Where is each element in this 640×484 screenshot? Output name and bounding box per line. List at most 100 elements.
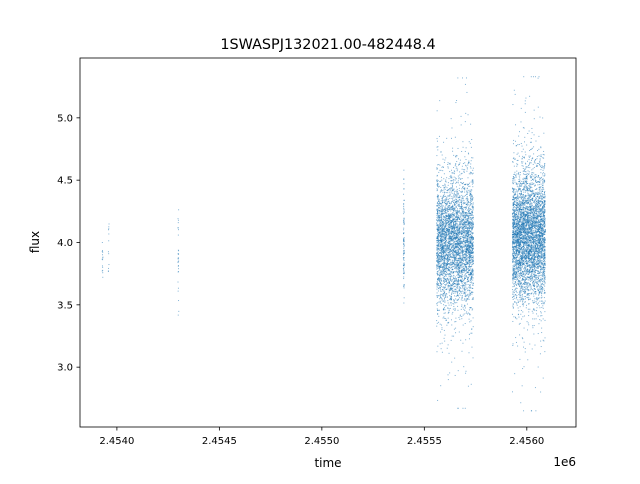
data-point (438, 321, 440, 323)
data-point (402, 258, 404, 260)
data-point (518, 281, 520, 283)
data-point (469, 251, 471, 253)
data-point (472, 182, 474, 184)
data-point (439, 202, 441, 204)
data-point (467, 152, 469, 154)
data-point (442, 301, 444, 303)
data-point (447, 206, 449, 208)
data-point (454, 288, 456, 290)
data-point (446, 250, 448, 252)
data-point (451, 257, 453, 259)
data-point (448, 285, 450, 287)
data-point (448, 246, 450, 248)
data-point (521, 221, 523, 223)
data-point (444, 221, 446, 223)
data-point (445, 294, 447, 296)
data-point (523, 327, 525, 329)
data-point (460, 250, 462, 252)
data-point (512, 216, 514, 218)
data-point (466, 91, 468, 93)
data-point (513, 285, 515, 287)
data-point (470, 274, 472, 276)
data-point (450, 253, 452, 255)
data-point (469, 294, 471, 296)
data-point (442, 222, 444, 224)
data-point (440, 233, 442, 235)
data-point (444, 206, 446, 208)
data-point (459, 255, 461, 257)
data-point (522, 243, 524, 245)
data-point (469, 215, 471, 217)
data-point (465, 183, 467, 185)
data-point (444, 223, 446, 225)
data-point (467, 199, 469, 201)
data-point (403, 239, 405, 241)
data-point (447, 374, 449, 376)
data-point (463, 291, 465, 293)
data-point (461, 203, 463, 205)
data-point (526, 235, 528, 237)
data-point (440, 248, 442, 250)
data-point (452, 272, 454, 274)
data-point (469, 171, 471, 173)
data-point (461, 247, 463, 249)
data-point (448, 292, 450, 294)
data-point (439, 295, 441, 297)
data-point (403, 243, 405, 245)
data-point (470, 173, 472, 175)
data-point (449, 255, 451, 257)
data-point (440, 254, 442, 256)
data-point (520, 281, 522, 283)
data-point (442, 256, 444, 258)
data-point (446, 215, 448, 217)
data-point (470, 211, 472, 213)
data-point (470, 123, 472, 125)
data-point (459, 174, 461, 176)
data-point (459, 253, 461, 255)
data-point (463, 282, 465, 284)
data-point (465, 164, 467, 166)
data-point (438, 233, 440, 235)
data-point (444, 184, 446, 186)
data-point (457, 201, 459, 203)
data-point (443, 227, 445, 229)
data-point (459, 314, 461, 316)
data-point (443, 276, 445, 278)
data-point (454, 261, 456, 263)
data-point (449, 256, 451, 258)
data-point (465, 370, 467, 372)
data-point (442, 208, 444, 210)
data-point (453, 218, 455, 220)
data-point (177, 257, 179, 259)
data-point (437, 274, 439, 276)
data-point (468, 244, 470, 246)
data-point (451, 188, 453, 190)
data-point (528, 227, 530, 229)
data-point (464, 241, 466, 243)
data-point (468, 210, 470, 212)
data-point (449, 240, 451, 242)
data-point (471, 229, 473, 231)
data-point (443, 259, 445, 261)
data-point (453, 220, 455, 222)
data-point (466, 247, 468, 249)
data-point (438, 249, 440, 251)
data-point (440, 297, 442, 299)
data-point (455, 257, 457, 259)
data-point (459, 294, 461, 296)
data-point (465, 291, 467, 293)
data-point (438, 279, 440, 281)
data-point (529, 235, 531, 237)
data-point (440, 190, 442, 192)
data-point (451, 221, 453, 223)
data-point (403, 204, 405, 206)
data-point (453, 237, 455, 239)
data-point (472, 241, 474, 243)
data-point (469, 290, 471, 292)
data-point (450, 223, 452, 225)
data-point (520, 291, 522, 293)
data-point (447, 255, 449, 257)
data-point (440, 189, 442, 191)
data-point (457, 229, 459, 231)
